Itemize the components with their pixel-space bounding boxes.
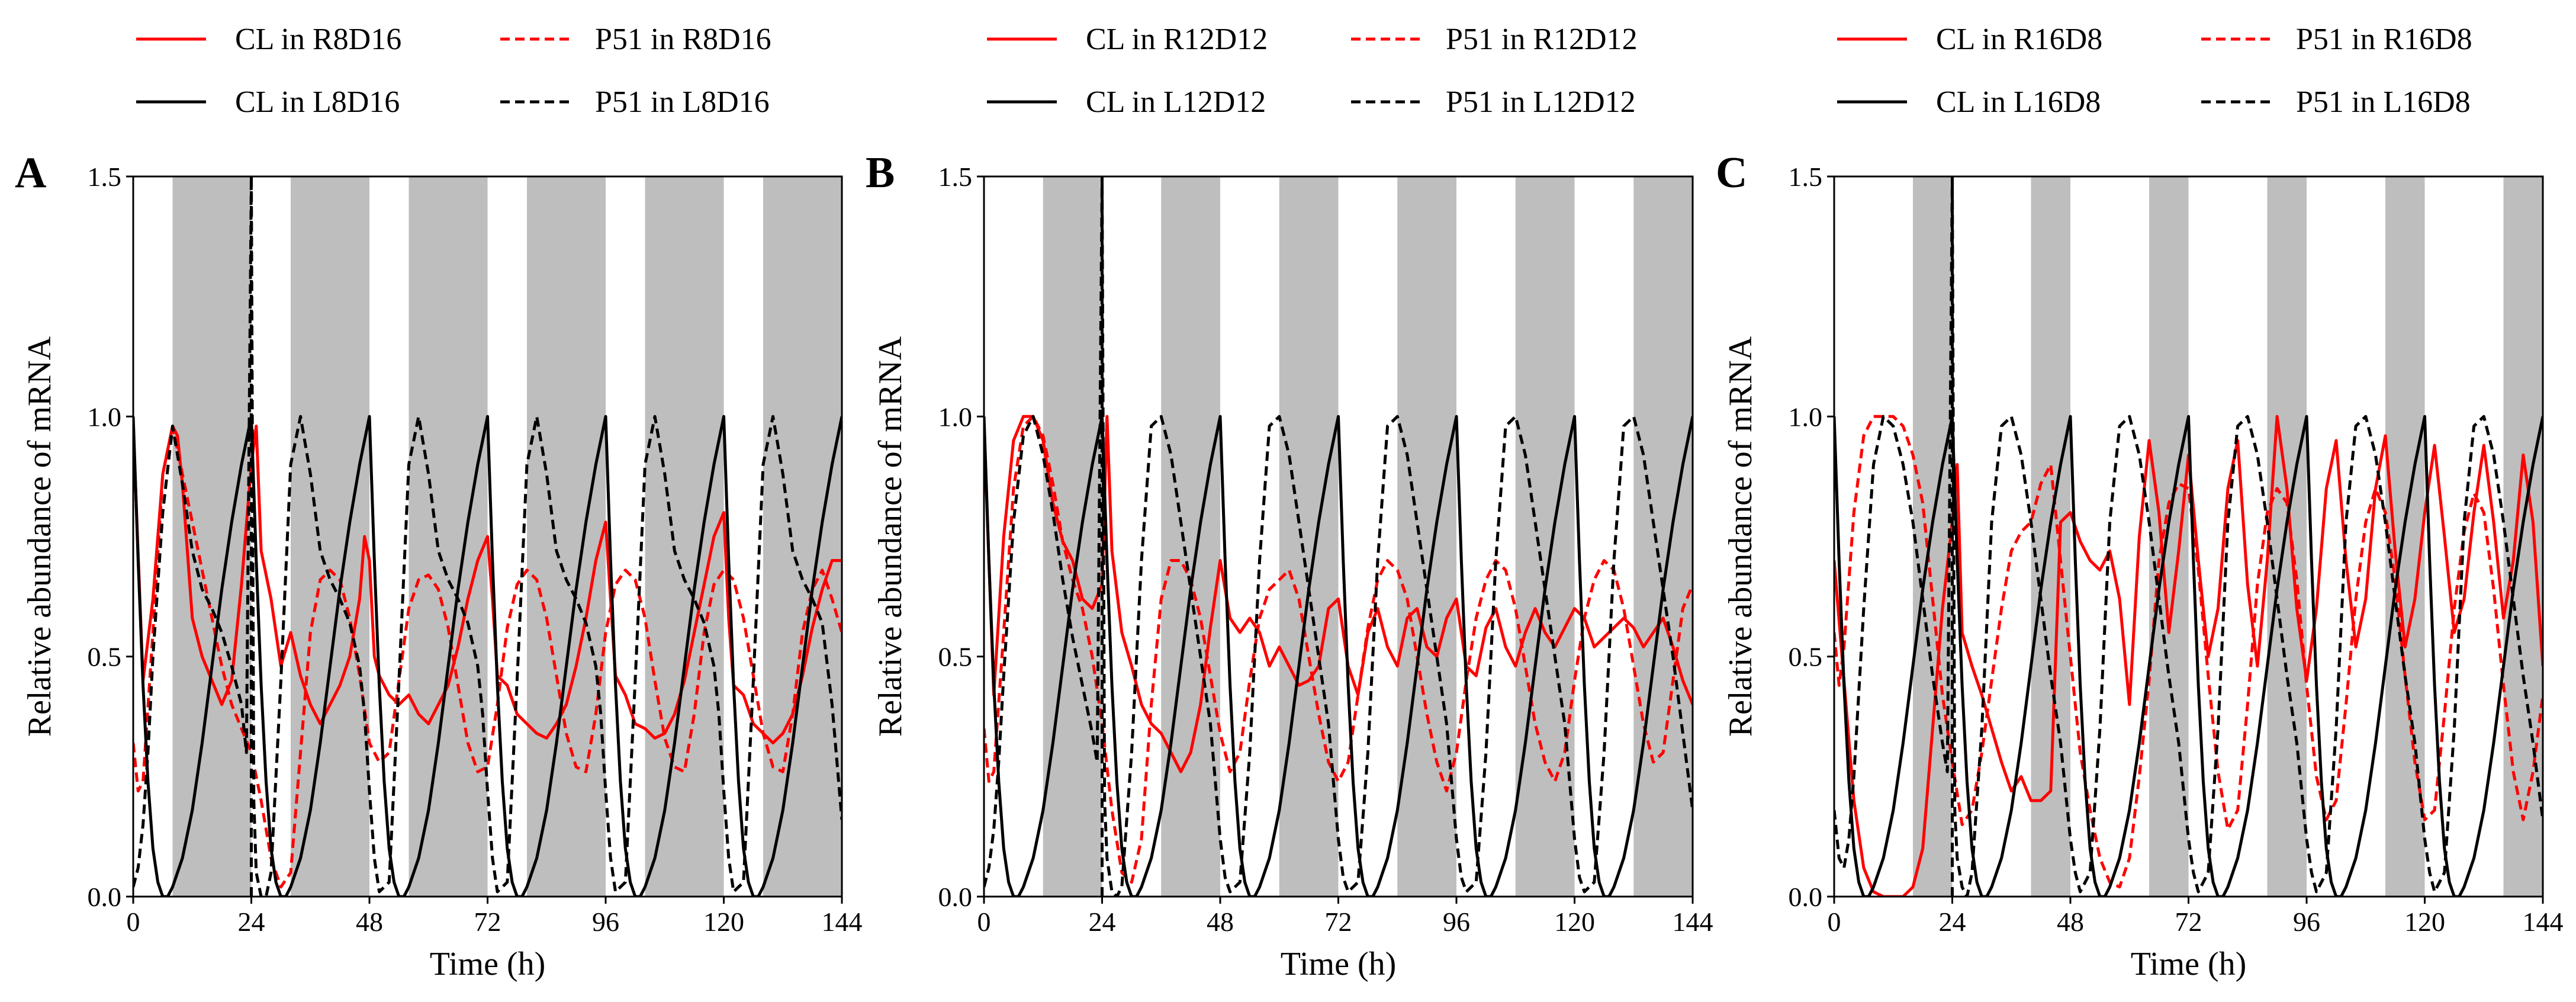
legend-label: P51 in L12D12 xyxy=(1446,85,1636,119)
x-tick-label: 24 xyxy=(1939,907,1966,937)
series-line-p51-in-l12d12 xyxy=(984,176,1693,897)
y-tick-label: 0.0 xyxy=(1789,882,1823,912)
y-tick-label: 0.0 xyxy=(88,882,122,912)
dark-period-band xyxy=(527,176,606,897)
dark-period-band xyxy=(1161,176,1220,897)
dark-period-band xyxy=(763,176,842,897)
dark-period-band xyxy=(1913,176,1953,897)
legend-label: CL in L16D8 xyxy=(1936,85,2101,119)
dark-period-band xyxy=(1515,176,1575,897)
y-tick-label: 0.5 xyxy=(88,642,122,672)
dark-period-band xyxy=(2149,176,2189,897)
series-line-p51-in-l16d8 xyxy=(1834,176,2543,897)
legend-label: P51 in R8D16 xyxy=(595,23,771,56)
panel-letter: A xyxy=(15,149,46,197)
x-tick-label: 0 xyxy=(977,907,991,937)
x-tick-label: 24 xyxy=(238,907,265,937)
dark-period-band xyxy=(409,176,488,897)
legend: CL in R12D12 P51 in R12D12 CL in L12D12 P51… xyxy=(987,23,1638,119)
y-tick-label: 1.0 xyxy=(88,402,122,432)
x-tick-label: 24 xyxy=(1089,907,1116,937)
legend-label: CL in R12D12 xyxy=(1086,23,1268,56)
x-tick-label: 72 xyxy=(2175,907,2202,937)
series-line-p51-in-r16d8 xyxy=(1834,415,2543,889)
x-tick-label: 0 xyxy=(1828,907,1841,937)
dark-period-band xyxy=(1043,176,1102,897)
y-tick-label: 1.0 xyxy=(938,402,973,432)
dark-period-band xyxy=(645,176,724,897)
y-tick-label: 0.5 xyxy=(938,642,973,672)
x-tick-label: 144 xyxy=(1673,907,1713,937)
x-axis-title: Time (h) xyxy=(1281,946,1397,982)
x-tick-label: 96 xyxy=(592,907,619,937)
dark-period-band xyxy=(2267,176,2307,897)
y-axis-title: Relative abundance of mRNA xyxy=(21,336,58,737)
x-tick-label: 144 xyxy=(822,907,863,937)
y-tick-label: 0.5 xyxy=(1789,642,1823,672)
x-tick-label: 120 xyxy=(1554,907,1595,937)
x-tick-label: 96 xyxy=(1443,907,1470,937)
x-tick-label: 96 xyxy=(2293,907,2320,937)
x-tick-label: 48 xyxy=(356,907,383,937)
legend-label: P51 in L16D8 xyxy=(2296,85,2471,119)
dark-period-band xyxy=(1279,176,1339,897)
y-tick-label: 1.5 xyxy=(1789,162,1823,192)
series-line-p51-in-r12d12 xyxy=(984,415,1693,884)
x-tick-label: 72 xyxy=(1325,907,1352,937)
legend-label: P51 in R16D8 xyxy=(2296,23,2472,56)
series-line-p51-in-l8d16 xyxy=(133,176,842,897)
x-tick-label: 72 xyxy=(474,907,501,937)
y-tick-label: 1.5 xyxy=(938,162,973,192)
legend-label: CL in R16D8 xyxy=(1936,23,2102,56)
legend-label: P51 in R12D12 xyxy=(1446,23,1638,56)
y-tick-label: 1.5 xyxy=(88,162,122,192)
panel-letter: C xyxy=(1716,149,1747,197)
legend-label: P51 in L8D16 xyxy=(595,85,770,119)
y-axis-title: Relative abundance of mRNA xyxy=(872,336,909,737)
dark-period-band xyxy=(291,176,369,897)
panel-b: 0 24 48 72 96 120 144 0.0 0.5 1.0 1.5 Time (h) Relat… xyxy=(866,23,1713,982)
dark-period-band xyxy=(1397,176,1456,897)
legend: CL in R8D16 P51 in R8D16 CL in L8D16 P51 in… xyxy=(136,23,771,119)
legend-label: CL in L8D16 xyxy=(235,85,400,119)
dark-period-band xyxy=(1633,176,1693,897)
x-tick-label: 48 xyxy=(2057,907,2084,937)
panel-letter: B xyxy=(866,149,895,197)
x-tick-label: 0 xyxy=(127,907,140,937)
x-tick-label: 48 xyxy=(1207,907,1234,937)
panel-c: 0 24 48 72 96 120 144 0.0 0.5 1.0 1.5 Time (h) Relat… xyxy=(1716,23,2564,982)
x-axis-title: Time (h) xyxy=(430,946,546,982)
x-tick-label: 144 xyxy=(2523,907,2564,937)
legend-label: CL in R8D16 xyxy=(235,23,401,56)
x-tick-label: 120 xyxy=(703,907,744,937)
dark-period-band xyxy=(2503,176,2543,897)
legend-label: CL in L12D12 xyxy=(1086,85,1266,119)
legend: CL in R16D8 P51 in R16D8 CL in L16D8 P51 in… xyxy=(1837,23,2472,119)
y-tick-label: 0.0 xyxy=(938,882,973,912)
y-axis-title: Relative abundance of mRNA xyxy=(1722,336,1759,737)
x-tick-label: 120 xyxy=(2404,907,2445,937)
y-tick-label: 1.0 xyxy=(1789,402,1823,432)
panel-a: 0 24 48 72 96 120 144 0.0 0.5 1.0 1.5 Time (h) Relat… xyxy=(15,23,863,982)
dark-period-band xyxy=(172,176,252,897)
x-axis-title: Time (h) xyxy=(2131,946,2247,982)
